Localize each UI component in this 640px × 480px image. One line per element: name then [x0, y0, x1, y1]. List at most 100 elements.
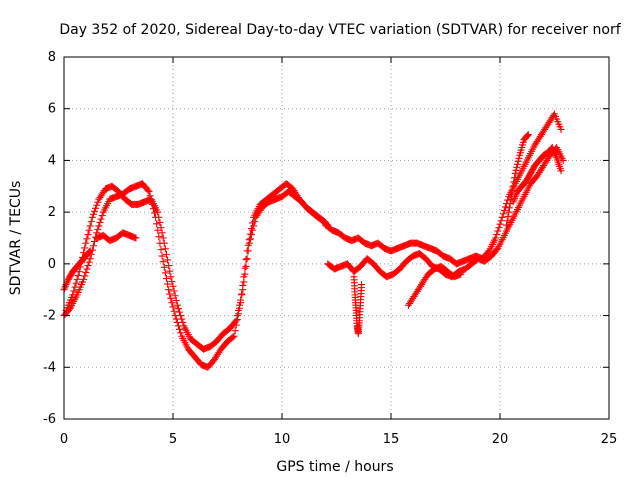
data-point [81, 272, 89, 280]
y-tick-label: 0 [48, 257, 56, 272]
data-point [505, 208, 513, 216]
data-point [551, 150, 559, 158]
data-point [229, 333, 237, 341]
data-point [550, 147, 558, 155]
data-point [549, 145, 557, 153]
data-point [85, 258, 93, 266]
data-point [510, 196, 518, 204]
data-point [153, 220, 161, 228]
data-point [74, 271, 82, 279]
data-point [64, 277, 72, 285]
data-point [82, 268, 90, 276]
data-point [506, 200, 514, 208]
data-point [85, 248, 93, 256]
data-point [232, 317, 240, 325]
data-point [496, 220, 504, 228]
data-point [230, 332, 238, 340]
data-point [158, 229, 166, 237]
data-point [174, 305, 182, 313]
data-point [243, 255, 251, 263]
data-point [241, 264, 249, 272]
data-point [178, 315, 186, 323]
x-tick-label: 15 [383, 432, 400, 447]
data-point [73, 275, 81, 283]
data-point [81, 244, 89, 252]
data-point [69, 291, 77, 299]
data-point [524, 131, 532, 139]
series-track-4 [60, 247, 94, 294]
data-point [511, 194, 519, 202]
data-point [89, 210, 97, 218]
data-point [158, 252, 166, 260]
data-point [250, 222, 258, 230]
data-point [88, 213, 96, 221]
data-point [239, 286, 247, 294]
series-track-10 [503, 131, 532, 229]
data-point [234, 306, 242, 314]
data-point [155, 213, 163, 221]
data-point [160, 263, 168, 271]
data-point [167, 294, 175, 302]
data-point [503, 217, 511, 225]
data-point [165, 286, 173, 294]
y-tick-label: 2 [48, 205, 56, 220]
data-point [500, 206, 508, 214]
data-point [170, 287, 178, 295]
data-point [514, 157, 522, 165]
data-point [557, 167, 565, 175]
data-point [513, 163, 521, 171]
data-point [240, 278, 248, 286]
data-point [83, 265, 91, 273]
data-point [557, 125, 565, 133]
series-track-8 [404, 262, 465, 309]
data-point [162, 275, 170, 283]
data-point [61, 282, 69, 290]
data-point [244, 247, 252, 255]
data-point [524, 131, 532, 139]
data-point [161, 269, 169, 277]
series-track-2 [62, 182, 332, 353]
data-point [508, 191, 516, 199]
data-point [164, 256, 172, 264]
data-point [91, 207, 99, 215]
data-point [92, 204, 100, 212]
data-point [94, 198, 102, 206]
series-track-5 [322, 110, 565, 268]
data-point [71, 283, 79, 291]
y-tick-label: 4 [48, 153, 56, 168]
data-point [511, 174, 519, 182]
data-point [172, 296, 180, 304]
data-point [512, 166, 520, 174]
data-point [551, 149, 558, 157]
data-point [504, 212, 512, 220]
data-point [157, 246, 165, 254]
data-point [238, 291, 246, 299]
data-point [242, 262, 250, 270]
data-point [72, 279, 80, 287]
data-point [168, 278, 176, 286]
data-point [523, 132, 531, 140]
data-point [171, 292, 179, 300]
y-tick-label: -6 [43, 412, 56, 427]
axis-ticks: 0 5 10 15 20 25 -6 -4 -2 0 2 4 6 8 [43, 50, 617, 447]
data-point [511, 169, 519, 177]
data-point [358, 281, 366, 289]
data-point [231, 318, 239, 326]
grid [64, 57, 609, 419]
data-point [246, 235, 254, 243]
data-point [162, 250, 170, 258]
y-tick-label: 8 [48, 50, 56, 65]
data-point [159, 258, 167, 266]
data-point [513, 160, 521, 168]
data-point [501, 203, 509, 211]
data-point [70, 287, 78, 295]
data-point [515, 154, 523, 162]
data-point [176, 325, 184, 333]
data-point [82, 239, 90, 247]
data-point [179, 318, 187, 326]
data-point [63, 279, 71, 287]
data-point [85, 249, 93, 257]
data-point [552, 152, 560, 160]
y-tick-label: -2 [43, 309, 56, 324]
